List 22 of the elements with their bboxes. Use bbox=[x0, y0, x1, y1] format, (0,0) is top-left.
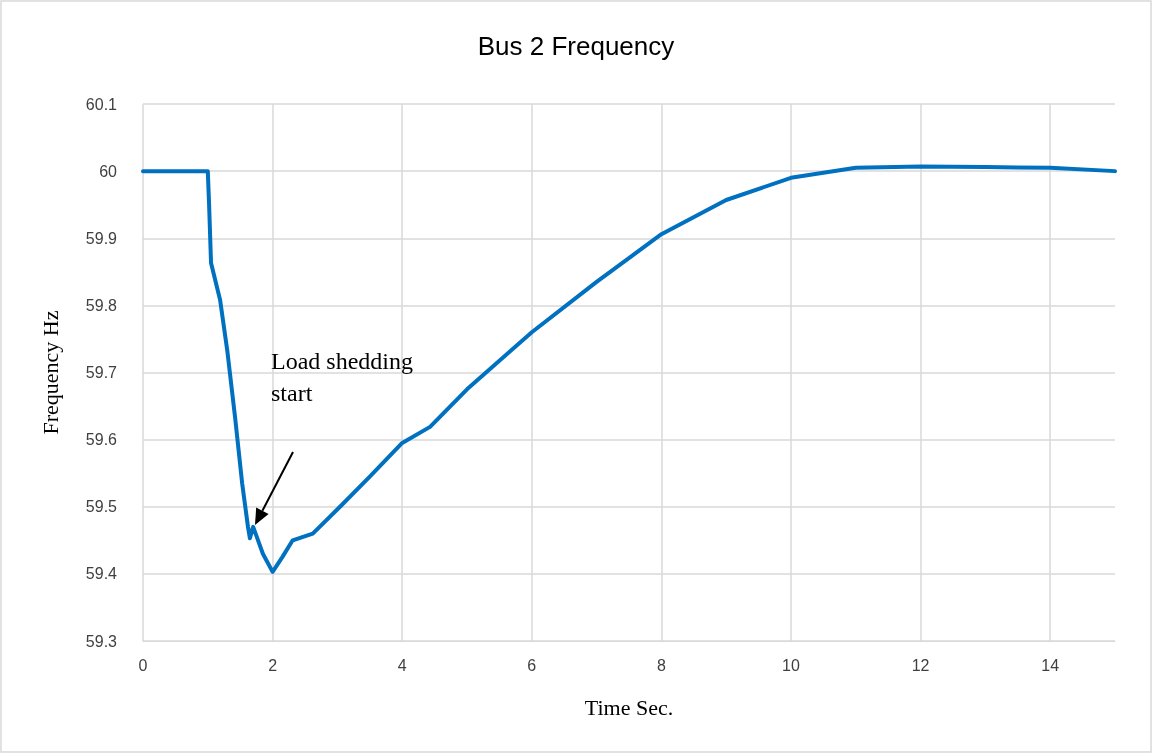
y-tick-label: 60.1 bbox=[85, 95, 118, 113]
y-tick-label: 59.8 bbox=[85, 296, 118, 314]
y-tick-label: 59.4 bbox=[85, 565, 118, 583]
line-series bbox=[141, 164, 1117, 574]
annotation: Load shedding start bbox=[271, 348, 413, 406]
x-tick-label: 14 bbox=[1041, 656, 1060, 674]
x-axis-title: Time Sec. bbox=[584, 694, 674, 720]
y-tick-label: 59.6 bbox=[85, 431, 118, 449]
x-tick-label: 10 bbox=[782, 656, 800, 674]
y-axis-title: Frequency Hz bbox=[37, 310, 63, 435]
y-tick-label: 59.7 bbox=[85, 364, 118, 381]
chart-title: Bus 2 Frequency bbox=[477, 31, 675, 61]
y-tick-label: 59.5 bbox=[85, 498, 118, 516]
x-tick-label: 2 bbox=[268, 656, 278, 674]
x-tick-label: 4 bbox=[397, 656, 407, 674]
y-tick-label: 59.3 bbox=[85, 632, 118, 650]
x-tick-label: 12 bbox=[911, 656, 930, 674]
y-tick-label: 59.9 bbox=[85, 229, 118, 247]
x-tick-label: 8 bbox=[656, 656, 666, 674]
x-tick-label: 0 bbox=[138, 656, 148, 674]
y-tick-label: 60 bbox=[99, 162, 118, 180]
x-tick-label: 6 bbox=[527, 656, 537, 674]
